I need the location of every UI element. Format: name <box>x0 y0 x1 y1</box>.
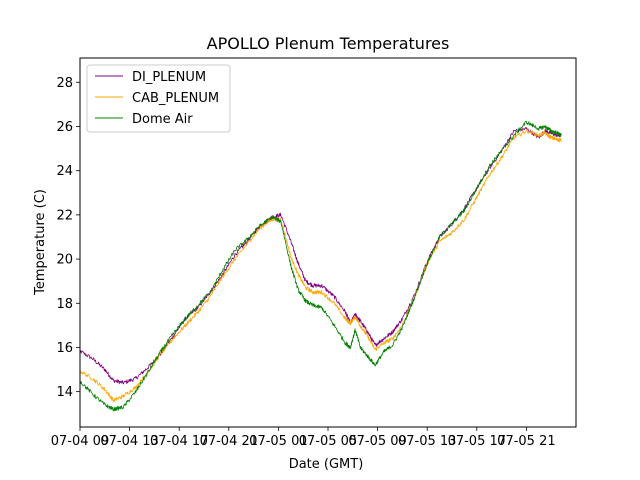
legend-label-cab-plenum: CAB_PLENUM <box>132 91 219 106</box>
x-tick-label: 07-05 05 <box>299 434 357 449</box>
y-tick-label: 20 <box>56 253 73 268</box>
y-tick-label: 14 <box>56 385 73 400</box>
y-tick-label: 28 <box>56 76 73 91</box>
series-layer <box>80 120 562 412</box>
y-tick-label: 16 <box>56 341 73 356</box>
x-tick-label: 07-05 21 <box>497 434 555 449</box>
legend-label-di-plenum: DI_PLENUM <box>132 70 206 85</box>
x-axis-label: Date (GMT) <box>289 457 364 472</box>
x-tick-label: 07-05 17 <box>448 434 506 449</box>
y-axis: 14 16 18 20 22 24 26 28 <box>56 76 80 400</box>
x-tick-label: 07-04 17 <box>150 434 208 449</box>
legend-box <box>86 64 231 133</box>
x-tick-label: 07-04 13 <box>100 434 158 449</box>
y-tick-label: 24 <box>56 164 73 179</box>
y-axis-label: Temperature (C) <box>33 189 48 296</box>
x-tick-label: 07-05 01 <box>249 434 307 449</box>
y-tick-label: 22 <box>56 208 73 223</box>
legend-label-dome-air: Dome Air <box>132 112 193 127</box>
x-tick-label: 07-04 21 <box>200 434 258 449</box>
x-tick-label: 07-05 13 <box>398 434 456 449</box>
plot-area <box>79 57 577 428</box>
y-tick-label: 18 <box>56 297 73 312</box>
x-tick-label: 07-05 09 <box>348 434 406 449</box>
series-line-dome-air <box>80 120 562 412</box>
x-tick-label: 07-04 09 <box>51 434 109 449</box>
y-tick-label: 26 <box>56 120 73 135</box>
chart-title: APOLLO Plenum Temperatures <box>207 34 450 53</box>
series-line-cab-plenum <box>80 129 562 403</box>
legend: DI_PLENUM CAB_PLENUM Dome Air <box>86 64 231 133</box>
